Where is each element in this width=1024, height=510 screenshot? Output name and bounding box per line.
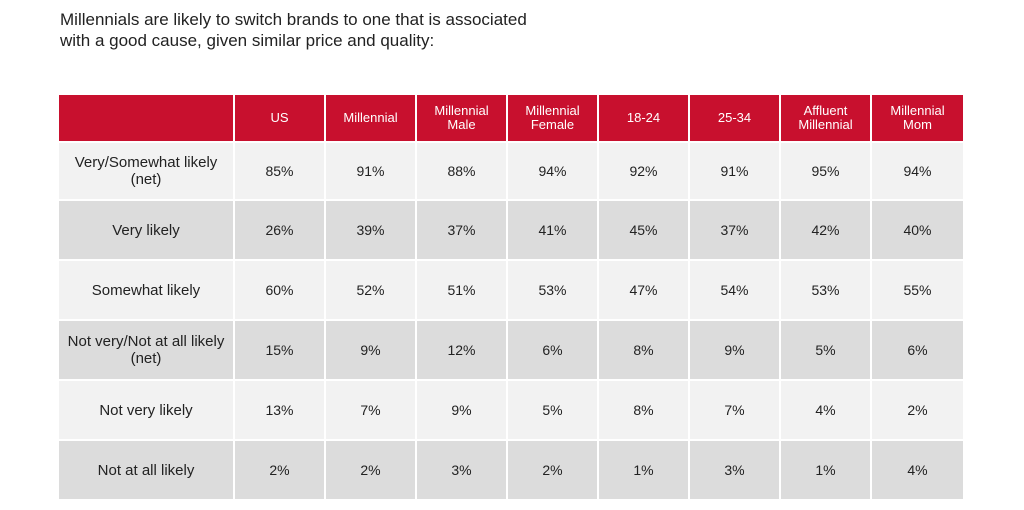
table-body: Very/Somewhat likely (net) 85% 91% 88% 94% 92%… xyxy=(59,141,963,501)
table-cell: 41% xyxy=(508,201,599,261)
header-row: US Millennial Millennial Male Millennial Fema… xyxy=(59,95,963,141)
column-header: Affluent Millennial xyxy=(781,95,872,141)
column-header-line: Millennial xyxy=(343,110,398,125)
table-cell: 7% xyxy=(326,381,417,441)
table-cell: 42% xyxy=(781,201,872,261)
column-header-line: Male xyxy=(447,117,476,132)
survey-table: US Millennial Millennial Male Millennial Fema… xyxy=(59,95,963,501)
table-cell: 51% xyxy=(417,261,508,321)
table-row: Very/Somewhat likely (net) 85% 91% 88% 94% 92%… xyxy=(59,141,963,201)
column-header: 18-24 xyxy=(599,95,690,141)
table-cell: 40% xyxy=(872,201,963,261)
row-label-line: Somewhat likely xyxy=(91,281,201,299)
table-cell: 1% xyxy=(781,441,872,501)
column-header: 25-34 xyxy=(690,95,781,141)
table-cell: 3% xyxy=(417,441,508,501)
table-cell: 4% xyxy=(781,381,872,441)
table-cell: 54% xyxy=(690,261,781,321)
table-cell: 91% xyxy=(690,141,781,201)
column-header: Millennial Male xyxy=(417,95,508,141)
row-label: Not at all likely xyxy=(59,441,235,501)
table-cell: 95% xyxy=(781,141,872,201)
column-header: Millennial Female xyxy=(508,95,599,141)
row-label-line: (net) xyxy=(130,350,162,367)
row-label-line: Not very/Not at all likely xyxy=(67,333,225,350)
table-row: Not at all likely 2% 2% 3% 2% 1% 3% 1% 4% xyxy=(59,441,963,501)
column-header-line: Millennial xyxy=(798,117,853,132)
table-cell: 60% xyxy=(235,261,326,321)
table-cell: 37% xyxy=(690,201,781,261)
table-cell: 53% xyxy=(781,261,872,321)
table-cell: 15% xyxy=(235,321,326,381)
table-cell: 39% xyxy=(326,201,417,261)
row-label-line: (net) xyxy=(130,171,162,188)
table-cell: 5% xyxy=(508,381,599,441)
table-cell: 45% xyxy=(599,201,690,261)
table-cell: 7% xyxy=(690,381,781,441)
table-cell: 9% xyxy=(326,321,417,381)
table-cell: 9% xyxy=(417,381,508,441)
table-cell: 52% xyxy=(326,261,417,321)
column-header-line: Millennial xyxy=(434,103,489,118)
table-cell: 4% xyxy=(872,441,963,501)
row-label: Not very likely xyxy=(59,381,235,441)
table-cell: 92% xyxy=(599,141,690,201)
column-header-line: Millennial xyxy=(525,103,580,118)
table-cell: 37% xyxy=(417,201,508,261)
column-header-line: Mom xyxy=(903,117,932,132)
column-header: Millennial xyxy=(326,95,417,141)
table-row: Not very/Not at all likely (net) 15% 9% 12% 6… xyxy=(59,321,963,381)
table-cell: 26% xyxy=(235,201,326,261)
row-label-line: Very likely xyxy=(112,221,180,239)
row-label: Somewhat likely xyxy=(59,261,235,321)
column-header-line: Millennial xyxy=(890,103,945,118)
page-title: Millennials are likely to switch brands … xyxy=(60,9,620,51)
table-cell: 88% xyxy=(417,141,508,201)
table-cell: 2% xyxy=(326,441,417,501)
table-row: Somewhat likely 60% 52% 51% 53% 47% 54% 53% 55% xyxy=(59,261,963,321)
row-label-line: Not at all likely xyxy=(97,461,195,479)
column-header-line: Female xyxy=(530,117,575,132)
table-cell: 55% xyxy=(872,261,963,321)
column-header: US xyxy=(235,95,326,141)
table-cell: 6% xyxy=(508,321,599,381)
row-label: Very likely xyxy=(59,201,235,261)
table-cell: 85% xyxy=(235,141,326,201)
table-cell: 5% xyxy=(781,321,872,381)
column-header-line: 25-34 xyxy=(717,110,752,125)
row-label: Not very/Not at all likely (net) xyxy=(59,321,235,381)
table-cell: 3% xyxy=(690,441,781,501)
table-cell: 6% xyxy=(872,321,963,381)
column-header: Millennial Mom xyxy=(872,95,963,141)
table-cell: 2% xyxy=(508,441,599,501)
row-label: Very/Somewhat likely (net) xyxy=(59,141,235,201)
table-cell: 94% xyxy=(508,141,599,201)
row-label-line: Not very likely xyxy=(99,401,193,419)
column-header-line: Affluent xyxy=(803,103,848,118)
table-cell: 12% xyxy=(417,321,508,381)
table-header: US Millennial Millennial Male Millennial Fema… xyxy=(59,95,963,141)
table-cell: 9% xyxy=(690,321,781,381)
column-header-line: 18-24 xyxy=(626,110,661,125)
column-header-line: US xyxy=(270,110,289,125)
table-cell: 94% xyxy=(872,141,963,201)
table-row: Not very likely 13% 7% 9% 5% 8% 7% 4% 2% xyxy=(59,381,963,441)
table-cell: 13% xyxy=(235,381,326,441)
header-corner-cell xyxy=(59,95,235,141)
title-line-1: Millennials are likely to switch brands … xyxy=(60,10,527,29)
table-cell: 8% xyxy=(599,381,690,441)
table-cell: 47% xyxy=(599,261,690,321)
table-cell: 8% xyxy=(599,321,690,381)
table-cell: 53% xyxy=(508,261,599,321)
title-line-2: with a good cause, given similar price a… xyxy=(60,31,435,50)
row-label-line: Very/Somewhat likely xyxy=(74,154,218,171)
table-cell: 2% xyxy=(235,441,326,501)
table-cell: 91% xyxy=(326,141,417,201)
table-row: Very likely 26% 39% 37% 41% 45% 37% 42% 40% xyxy=(59,201,963,261)
table-cell: 1% xyxy=(599,441,690,501)
table-cell: 2% xyxy=(872,381,963,441)
